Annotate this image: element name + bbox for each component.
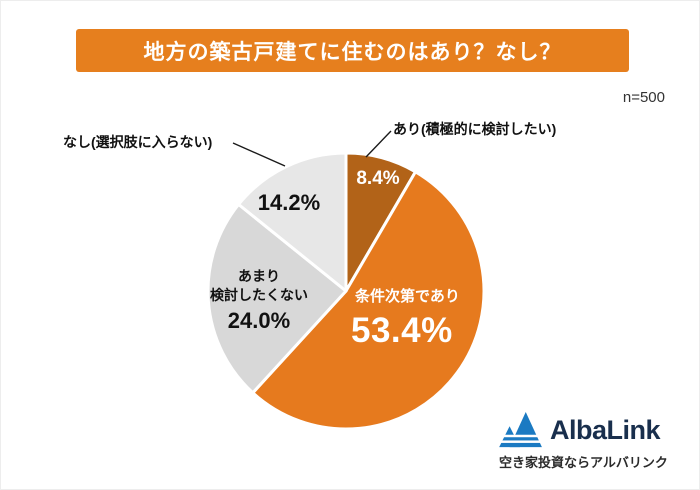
pie-slice-1 — [251, 170, 486, 431]
leader-line-nashi — [232, 142, 286, 167]
albalink-tagline: 空き家投資ならアルバリンク — [499, 455, 668, 470]
segment-value-joken: 53.4% — [351, 311, 453, 350]
segment-label-nashi: なし(選択肢に入らない) — [63, 134, 213, 150]
albalink-logo-row: AlbaLink — [499, 411, 695, 449]
pie-slices — [206, 151, 486, 431]
segment-label-ari: あり(積極的に検討したい) — [393, 121, 557, 137]
albalink-logo: AlbaLink 空き家投資ならアルバリンク — [499, 411, 695, 471]
sample-size-label: n=500 — [622, 89, 665, 106]
title-banner: 地方の築古戸建てに住むのはあり？なし？ — [76, 29, 629, 72]
leader-line-ari — [365, 130, 392, 158]
segment-value-amari: 24.0% — [227, 308, 291, 333]
albalink-logo-text: AlbaLink — [550, 414, 661, 445]
segment-value-nashi: 14.2% — [257, 190, 321, 215]
segment-value-ari: 8.4% — [356, 168, 400, 189]
albalink-logo-icon — [499, 411, 543, 448]
page-title: 地方の築古戸建てに住むのはあり？なし？ — [143, 40, 562, 64]
segment-label-joken: 条件次第であり — [355, 288, 460, 305]
pie-slice-2 — [206, 202, 348, 395]
segment-label-amari: あまり 検討したくない — [210, 268, 308, 303]
pie-slice-3 — [237, 151, 348, 293]
